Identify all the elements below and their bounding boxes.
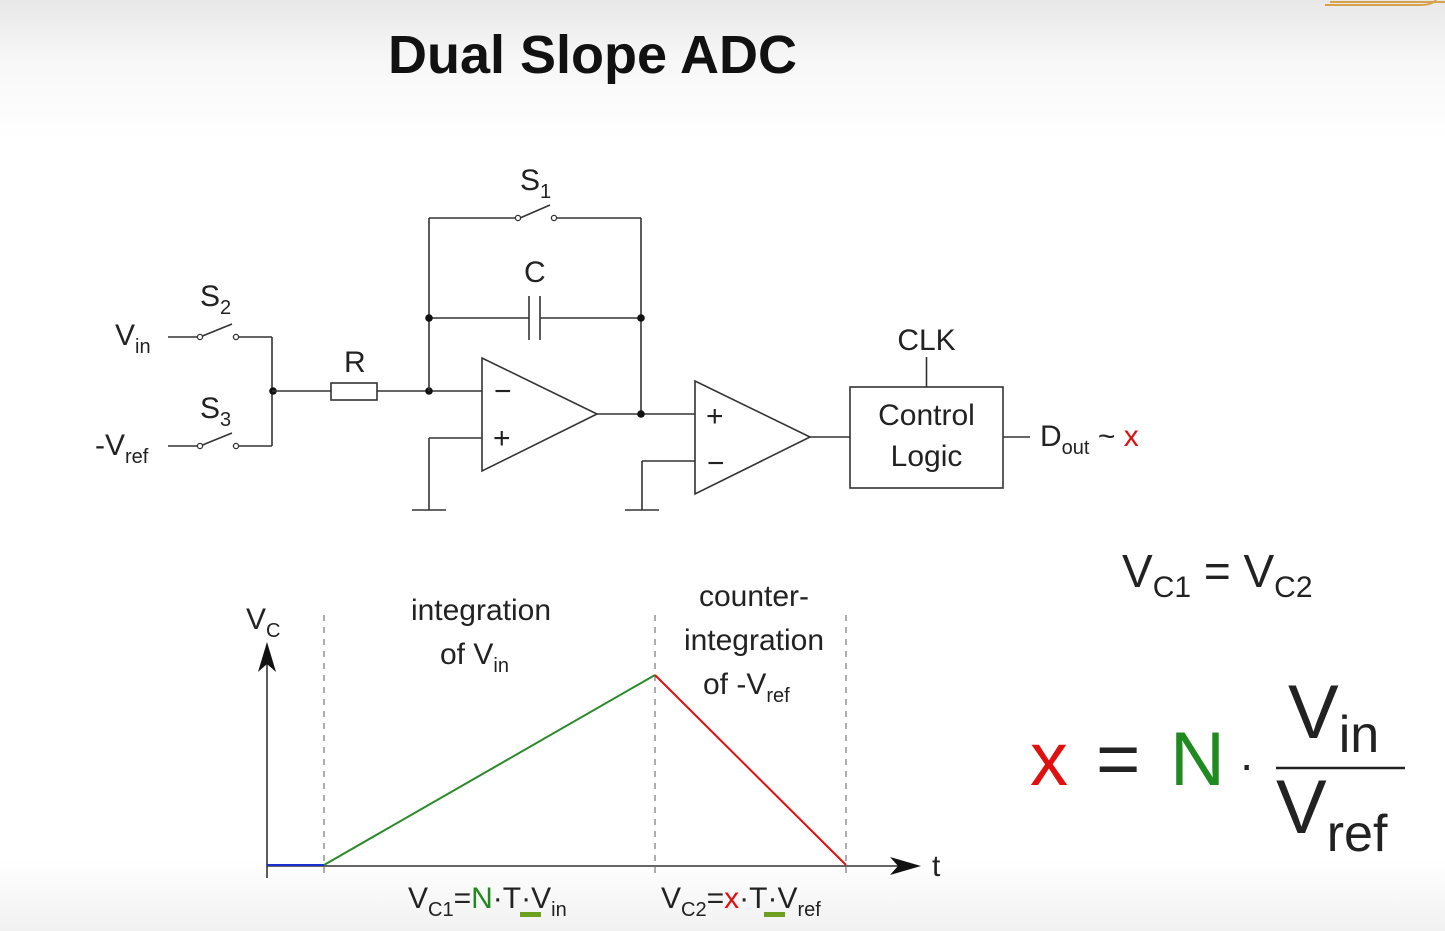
y-axis-arrow — [258, 642, 276, 672]
result-equals: = — [1096, 717, 1140, 802]
comparator — [694, 379, 812, 496]
s3-label: S3 — [200, 392, 231, 431]
clk-label: CLK — [897, 324, 955, 357]
switch-s3 — [168, 432, 272, 450]
s2-label: S2 — [200, 280, 231, 319]
phase1-label-line2: of Vin — [440, 638, 509, 677]
timing-graph: VC t integration of Vin counter- integra… — [246, 580, 941, 921]
integrator-plus: + — [493, 422, 511, 455]
x-axis-arrow — [890, 857, 921, 875]
vin-label: Vin — [115, 319, 151, 358]
result-equation: x = N · Vin Vref — [1030, 670, 1405, 863]
vc2-equation: VC2=x·T·Vref — [661, 882, 821, 921]
vc1-t-underline — [520, 912, 541, 917]
control-logic-label-2: Logic — [891, 440, 963, 473]
circuit-diagram: Vin -Vref S2 S3 R — [95, 164, 1139, 511]
dout-label: Dout ~ x — [1040, 420, 1139, 459]
c-label: C — [524, 256, 546, 289]
result-numerator: Vin — [1288, 670, 1379, 764]
control-logic-block — [849, 386, 1004, 489]
integrator-minus: − — [494, 375, 512, 408]
integrator-output-node — [637, 410, 645, 418]
x-axis-label: t — [932, 850, 941, 883]
vref-label: -Vref — [95, 429, 149, 468]
switch-s2 — [168, 323, 272, 341]
vc2-t-underline — [764, 912, 785, 917]
page-title: Dual Slope ADC — [388, 25, 797, 85]
r-label: R — [344, 346, 366, 379]
result-x: x — [1030, 717, 1068, 802]
phase2-label-line3: of -Vref — [703, 668, 790, 707]
phase2-label-line1: counter- — [699, 580, 809, 613]
waveform-integration-ramp — [323, 674, 656, 866]
s1-label: S1 — [520, 164, 551, 203]
corner-decoration — [1325, 0, 1445, 6]
waveform-deintegration-ramp — [654, 674, 847, 866]
result-n: N — [1170, 717, 1225, 802]
balance-equation: VC1 = VC2 — [1122, 545, 1313, 604]
comparator-plus: + — [706, 400, 724, 433]
comparator-minus: − — [707, 447, 725, 480]
control-logic-label-1: Control — [878, 399, 975, 432]
vc1-equation: VC1=N·T·Vin — [408, 882, 567, 921]
integrator-opamp — [481, 356, 599, 473]
phase1-label-line1: integration — [411, 594, 551, 627]
resistor-r — [330, 382, 378, 401]
y-axis-label: VC — [246, 603, 280, 642]
phase2-label-line2: integration — [684, 624, 824, 657]
result-dot: · — [1239, 738, 1254, 790]
result-denominator: Vref — [1276, 765, 1388, 863]
